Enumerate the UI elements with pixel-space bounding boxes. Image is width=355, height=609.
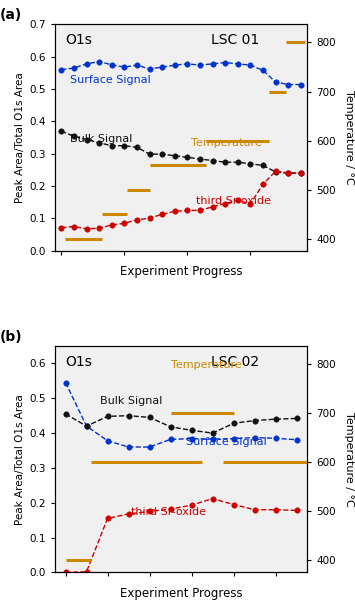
- Text: third Sr-oxide: third Sr-oxide: [196, 196, 271, 206]
- Text: O1s: O1s: [65, 355, 92, 369]
- Text: Temperature: Temperature: [191, 138, 262, 148]
- Text: third Sr-oxide: third Sr-oxide: [131, 507, 206, 518]
- Text: O1s: O1s: [65, 33, 92, 48]
- Text: Surface Signal: Surface Signal: [186, 437, 267, 447]
- Text: Bulk Signal: Bulk Signal: [70, 134, 132, 144]
- Y-axis label: Temperature / °C: Temperature / °C: [344, 90, 354, 185]
- Text: (a): (a): [0, 8, 22, 22]
- Y-axis label: Temperature / °C: Temperature / °C: [344, 412, 354, 507]
- Text: Bulk Signal: Bulk Signal: [100, 396, 163, 406]
- X-axis label: Experiment Progress: Experiment Progress: [120, 587, 242, 600]
- X-axis label: Experiment Progress: Experiment Progress: [120, 266, 242, 278]
- Text: (b): (b): [0, 329, 22, 343]
- Text: LSC 02: LSC 02: [211, 355, 260, 369]
- Y-axis label: Peak Area/Total O1s Area: Peak Area/Total O1s Area: [15, 72, 25, 203]
- Text: LSC 01: LSC 01: [211, 33, 260, 48]
- Text: Surface Signal: Surface Signal: [70, 75, 151, 85]
- Text: Temperature: Temperature: [171, 361, 242, 370]
- Y-axis label: Peak Area/Total O1s Area: Peak Area/Total O1s Area: [15, 394, 25, 524]
